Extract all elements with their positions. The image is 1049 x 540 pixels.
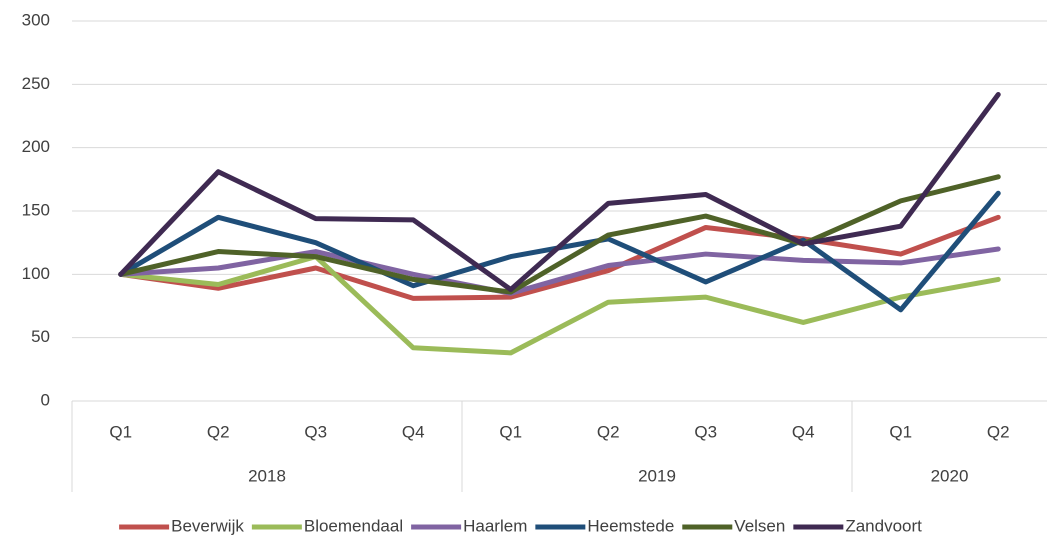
series-line <box>118 246 1001 296</box>
x-tick-label: Q3 <box>694 422 717 441</box>
x-tick-label: Q2 <box>987 422 1010 441</box>
series-line <box>118 254 1001 356</box>
series-line <box>118 91 1001 293</box>
x-tick-label: Q1 <box>889 422 912 441</box>
x-tick-label: Q1 <box>499 422 522 441</box>
legend-label: Heemstede <box>587 516 674 535</box>
legend-label: Velsen <box>734 516 785 535</box>
legend-label: Haarlem <box>463 516 527 535</box>
x-group-label: 2020 <box>931 466 969 485</box>
x-tick-label: Q2 <box>207 422 230 441</box>
y-tick-label: 200 <box>22 137 50 156</box>
y-tick-label: 300 <box>22 10 50 29</box>
x-tick-label: Q4 <box>402 422 425 441</box>
x-tick-label: Q3 <box>304 422 327 441</box>
legend-label: Bloemendaal <box>304 516 403 535</box>
x-tick-label: Q1 <box>109 422 132 441</box>
y-tick-label: 250 <box>22 74 50 93</box>
y-tick-label: 50 <box>31 327 50 346</box>
x-group-label: 2018 <box>248 466 286 485</box>
x-group-label: 2019 <box>638 466 676 485</box>
y-tick-label: 100 <box>22 264 50 283</box>
legend-label: Zandvoort <box>845 516 922 535</box>
y-tick-label: 0 <box>41 390 50 409</box>
legend-label: Beverwijk <box>171 516 244 535</box>
series-line <box>118 214 1001 301</box>
y-tick-label: 150 <box>22 200 50 219</box>
series-line <box>118 174 1001 295</box>
x-tick-label: Q2 <box>597 422 620 441</box>
x-tick-label: Q4 <box>792 422 815 441</box>
